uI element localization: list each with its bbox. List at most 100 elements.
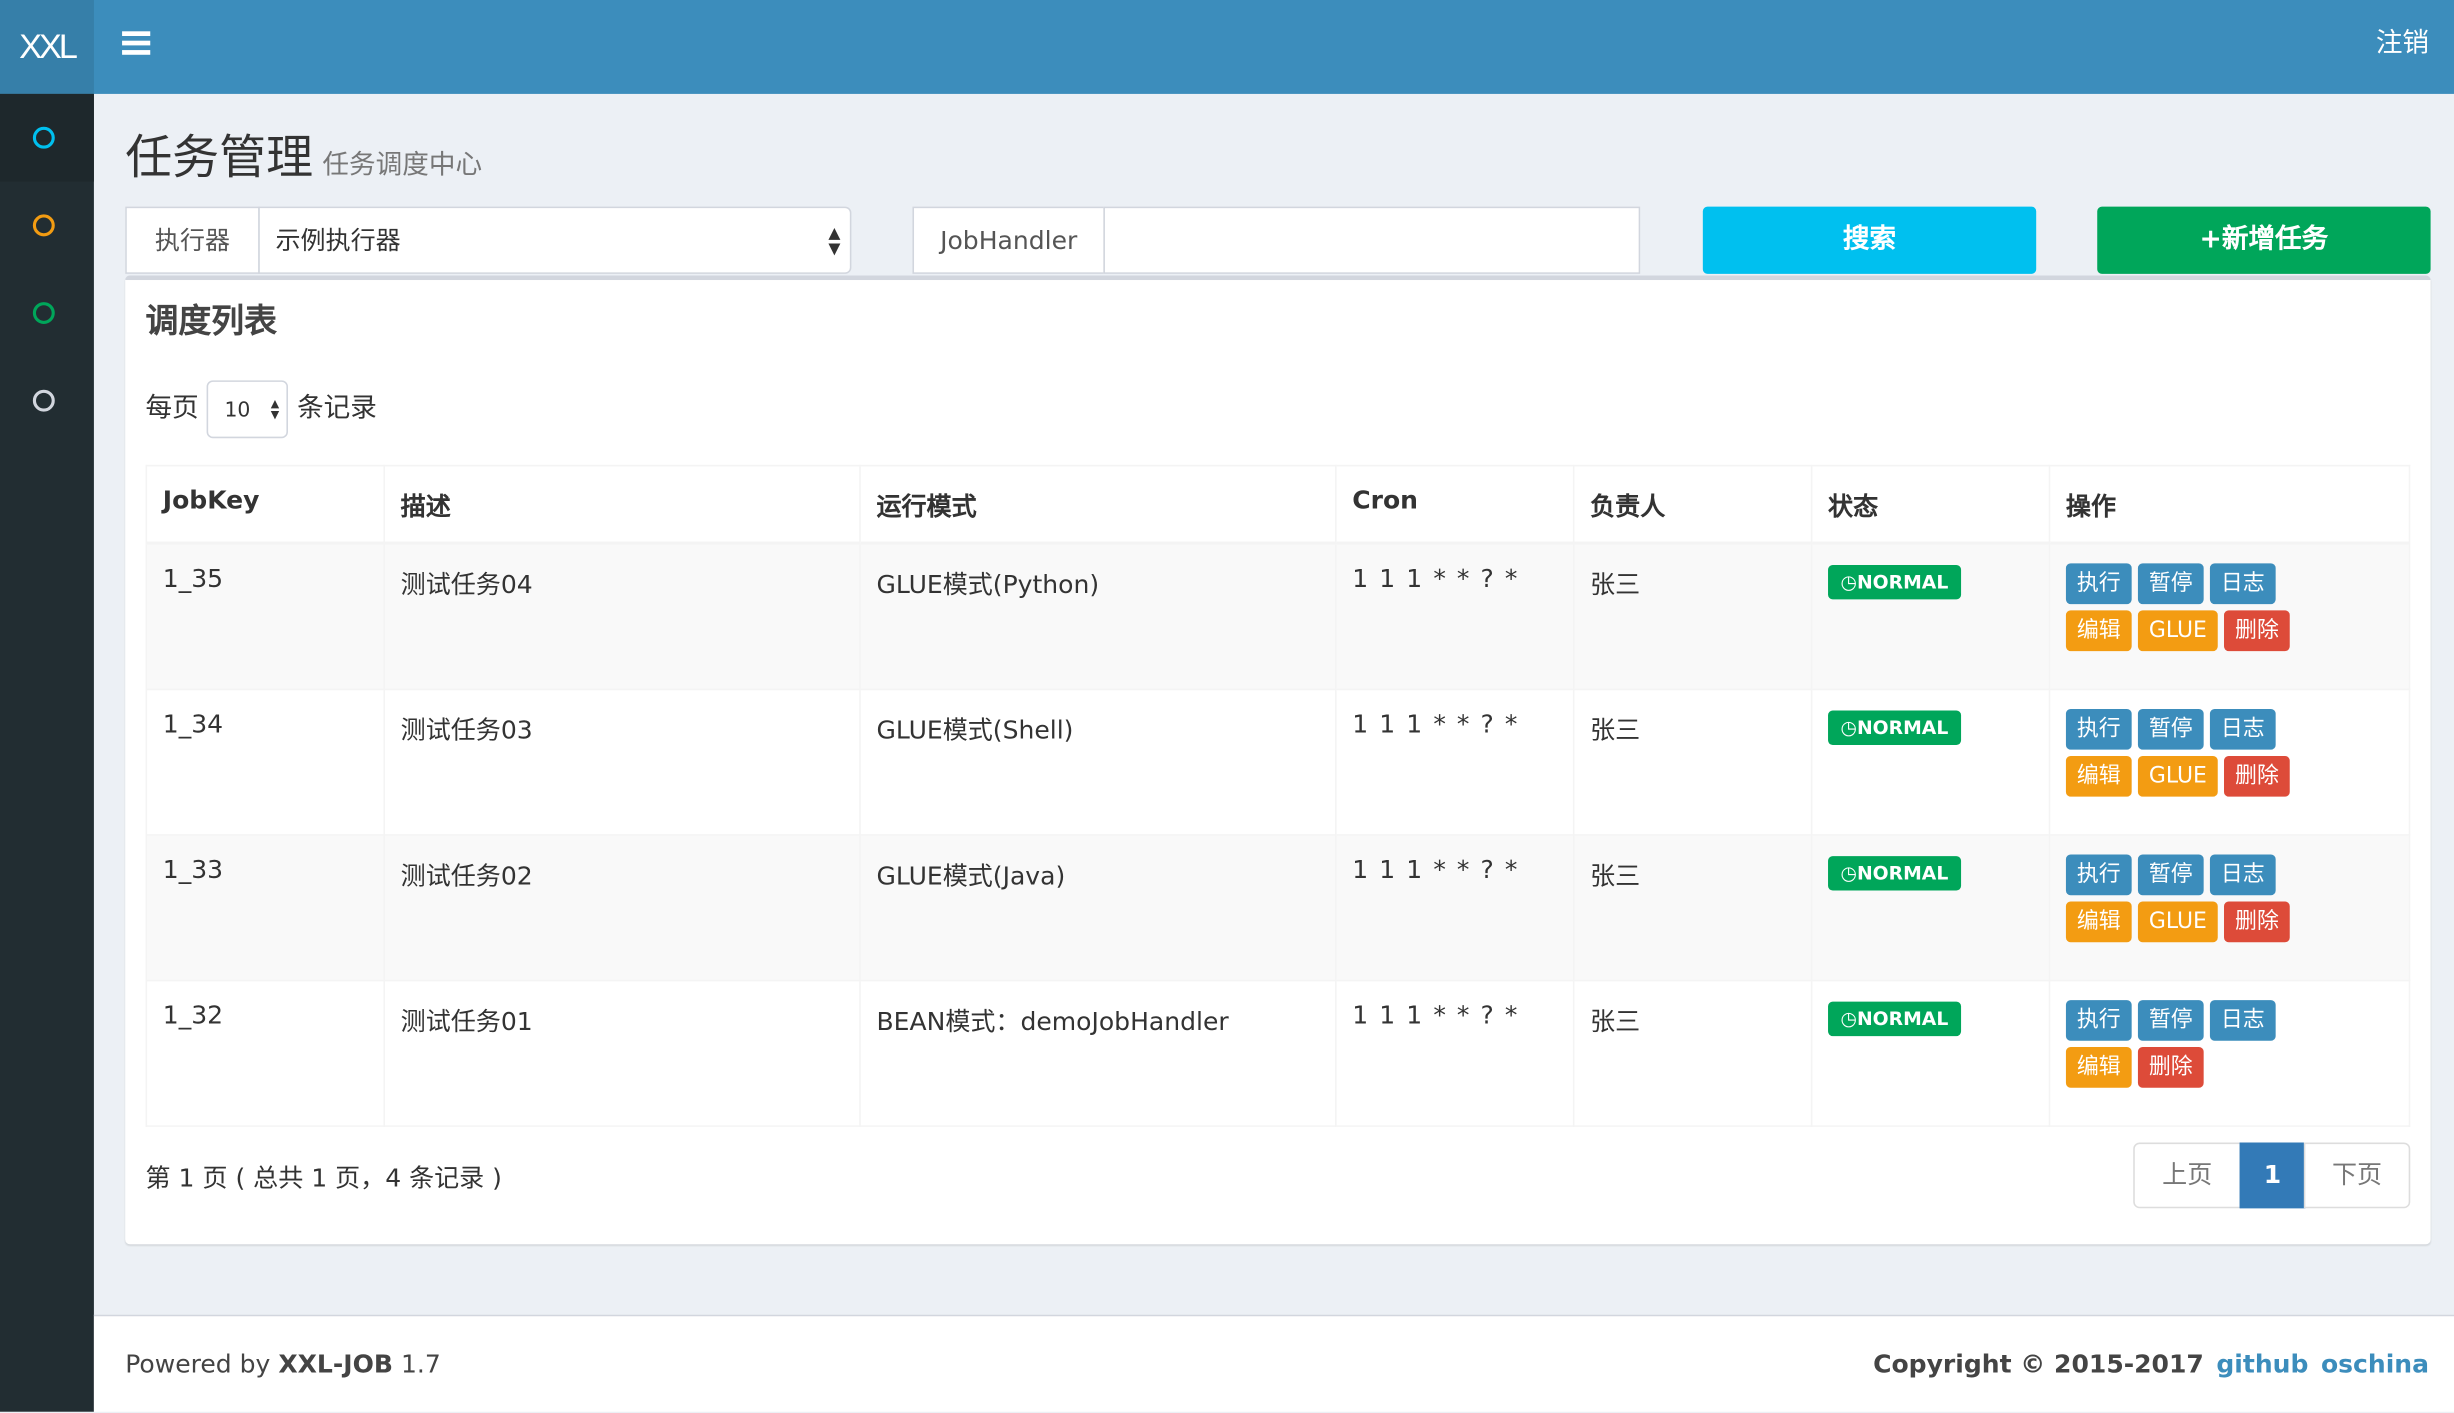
glue-button[interactable]: GLUE [2137,610,2218,652]
cell-cron: 1 1 1 * * ? * [1335,688,1575,836]
cell-desc: 测试任务02 [383,834,861,982]
logo[interactable]: XXL [0,0,94,94]
page-size-control: 每页 10 ▲ ▼ 条记录 [145,380,377,439]
table-row: 1_34 测试任务03 GLUE模式(Shell) 1 1 1 * * ? * 张三 ◷N… [145,688,2411,836]
cell-key: 1_32 [145,979,386,1127]
log-button[interactable]: 日志 [2209,854,2276,896]
run-button[interactable]: 执行 [2065,1000,2132,1041]
page-title-text: 任务管理 [125,131,314,187]
cell-desc: 测试任务04 [383,542,861,691]
executor-select[interactable]: 示例执行器 ▲ ▼ [258,206,852,274]
status-text: NORMAL [1856,1007,1949,1030]
copyright: Copyright © 2015-2017 github oschina [1873,1316,2429,1413]
pause-button[interactable]: 暂停 [2137,1000,2204,1041]
top-navbar [0,0,2454,94]
column-header: 操作 [2048,464,2411,545]
edit-button[interactable]: 编辑 [2065,901,2132,943]
menu-toggle-icon[interactable] [122,31,151,56]
log-button[interactable]: 日志 [2209,563,2276,605]
column-header: JobKey [145,464,386,545]
executor-label: 执行器 [125,206,260,274]
run-button[interactable]: 执行 [2065,563,2132,605]
clock-icon: ◷ [1840,862,1857,885]
page-size-select[interactable]: 10 ▲ ▼ [207,380,289,439]
sidebar-item-2[interactable] [0,182,94,270]
cell-cron: 1 1 1 * * ? * [1335,979,1575,1127]
per-page-suffix: 条记录 [297,392,377,425]
cell-actions: 执行 暂停 日志编辑 删除 [2048,979,2411,1127]
circle-icon [32,126,55,149]
cell-status: ◷NORMAL [1810,979,2051,1127]
cell-desc: 测试任务03 [383,688,861,836]
edit-button[interactable]: 编辑 [2065,755,2132,797]
cell-key: 1_35 [145,542,386,691]
pause-button[interactable]: 暂停 [2137,854,2204,896]
run-button[interactable]: 执行 [2065,854,2132,896]
github-link[interactable]: github [2216,1349,2309,1379]
column-header: Cron [1335,464,1575,545]
cell-actions: 执行 暂停 日志编辑 GLUE 删除 [2048,834,2411,982]
sidebar-item-3[interactable] [0,269,94,357]
page-1-button[interactable]: 1 [2239,1142,2306,1209]
sidebar-item-4[interactable] [0,357,94,445]
cell-cron: 1 1 1 * * ? * [1335,542,1575,691]
cell-owner: 张三 [1572,979,1813,1127]
cell-mode: GLUE模式(Java) [859,834,1337,982]
prev-page-button[interactable]: 上页 [2133,1142,2242,1209]
job-list-box: 调度列表 每页 10 ▲ ▼ 条记录 JobKey 描述 运行模式 Cron 负责人 状态 操作… [125,275,2431,1245]
glue-button[interactable]: GLUE [2137,755,2218,797]
clock-icon: ◷ [1840,716,1857,739]
sidebar [0,93,94,1412]
pagination-info: 第 1 页 ( 总共 1 页，4 条记录 ) [145,1162,502,1193]
status-badge: ◷NORMAL [1828,856,1961,891]
product-name: XXL-JOB [278,1349,393,1379]
jobhandler-input[interactable] [1103,206,1641,274]
cell-status: ◷NORMAL [1810,834,2051,982]
status-text: NORMAL [1856,716,1949,739]
footer: Powered by XXL-JOB 1.7 Copyright © 2015-… [93,1314,2454,1413]
column-header: 状态 [1810,464,2051,545]
glue-button[interactable]: GLUE [2137,901,2218,943]
delete-button[interactable]: 删除 [2224,901,2290,943]
powered-prefix: Powered by [125,1349,279,1379]
executor-select-value: 示例执行器 [275,225,401,256]
circle-icon [32,302,55,324]
pause-button[interactable]: 暂停 [2137,563,2204,605]
add-job-button[interactable]: +新增任务 [2097,206,2431,274]
copyright-text: Copyright © 2015-2017 [1873,1349,2204,1379]
delete-button[interactable]: 删除 [2137,1047,2204,1088]
oschina-link[interactable]: oschina [2320,1349,2430,1379]
log-button[interactable]: 日志 [2209,708,2276,750]
powered-by: Powered by XXL-JOB 1.7 [125,1316,441,1413]
table-row: 1_32 测试任务01 BEAN模式：demoJobHandler 1 1 1 * *… [145,979,2411,1127]
box-title: 调度列表 [145,302,278,340]
cell-owner: 张三 [1572,688,1813,836]
status-text: NORMAL [1856,571,1949,594]
per-page-label: 每页 [145,392,199,425]
run-button[interactable]: 执行 [2065,708,2132,750]
delete-button[interactable]: 删除 [2224,610,2290,652]
column-header: 描述 [383,464,861,545]
circle-icon [32,389,55,412]
cell-mode: GLUE模式(Python) [859,542,1337,691]
page-title: 任务管理 任务调度中心 [125,119,482,188]
edit-button[interactable]: 编辑 [2065,1047,2132,1088]
sidebar-item-1[interactable] [0,93,94,182]
delete-button[interactable]: 删除 [2224,755,2290,797]
cell-owner: 张三 [1572,834,1813,982]
log-button[interactable]: 日志 [2209,1000,2276,1041]
table-row: 1_35 测试任务04 GLUE模式(Python) 1 1 1 * * ? * 张三 ◷… [145,542,2411,691]
clock-icon: ◷ [1840,1007,1857,1030]
version: 1.7 [392,1349,441,1379]
next-page-button[interactable]: 下页 [2303,1142,2411,1209]
cell-owner: 张三 [1572,542,1813,691]
jobhandler-label: JobHandler [912,206,1105,274]
cell-desc: 测试任务01 [383,979,861,1127]
edit-button[interactable]: 编辑 [2065,610,2132,652]
search-button[interactable]: 搜索 [1702,206,2037,274]
page-subtitle: 任务调度中心 [322,150,483,182]
cell-key: 1_33 [145,834,386,982]
status-badge: ◷NORMAL [1828,1001,1961,1037]
pause-button[interactable]: 暂停 [2137,708,2204,750]
logout-link[interactable]: 注销 [2375,28,2430,60]
